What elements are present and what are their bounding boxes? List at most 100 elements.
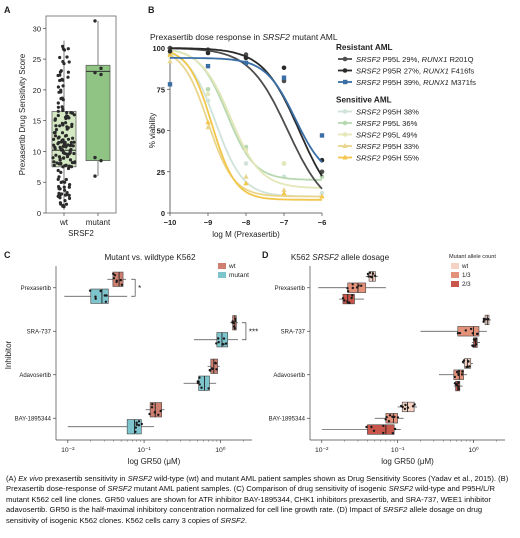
panel-b-ytick-label: 75: [157, 85, 165, 94]
panel-c-point: [198, 383, 201, 386]
panel-c-sig-bracket: [131, 278, 136, 297]
panel-a-point-wt: [59, 148, 64, 152]
panel-d-point: [373, 274, 377, 277]
panel-b-legend-label-part: F416fs: [449, 67, 475, 76]
panel-b-legend-label-part: SRSF2: [356, 154, 381, 163]
panel-b-point: [281, 75, 287, 80]
panel-d-point: [396, 416, 400, 419]
panel-a-point-wt: [56, 113, 60, 118]
panel-d-point: [403, 407, 407, 411]
panel-b-legend-label-part: SRSF2: [356, 142, 381, 151]
panel-a-point-wt: [52, 163, 56, 167]
panel-b-ytick-label: 100: [152, 44, 165, 53]
panel-d-xtick-label: 10⁻²: [315, 447, 329, 454]
panel-b-point: [281, 190, 287, 196]
panel-b-legend-label-part: SRSF2: [356, 108, 381, 117]
panel-c-point: [217, 341, 220, 344]
panel-c-point: [234, 319, 237, 323]
panel-c-xlabel: log GR50 (μM): [128, 457, 181, 466]
panel-d-xtick-label: 10⁻¹: [391, 447, 405, 454]
panel-d-point: [406, 406, 410, 409]
panel-d-point: [460, 373, 464, 376]
panel-c-point: [217, 337, 220, 340]
panel-a-point-wt: [59, 88, 63, 92]
panel-d-point: [388, 414, 392, 417]
panel-d-point: [467, 360, 470, 363]
panel-b-legend-label: SRSF2 P95H 38%: [356, 108, 419, 117]
panel-d-legend-label: 1/3: [462, 272, 471, 279]
panel-c-point: [112, 272, 115, 275]
panel-d-point: [346, 287, 349, 290]
panel-d-point: [370, 425, 373, 429]
panel-c-xtick-label: 10⁻²: [61, 447, 75, 454]
panel-c-point: [115, 280, 118, 284]
panel-d-point: [387, 420, 391, 423]
panel-a-point-wt: [61, 108, 65, 113]
panel-a-ytick-label: 15: [33, 117, 41, 126]
panel-c-point: [94, 295, 97, 298]
panel-a-point-wt: [56, 142, 60, 146]
panel-a-point-wt: [63, 140, 67, 144]
figure-caption: (A) Ex vivo prexasertib sensitivity in S…: [6, 474, 516, 526]
panel-a-point-wt: [57, 155, 62, 159]
panel-b-legend-label-part: SRSF2: [356, 119, 381, 128]
panel-b-legend-group-title: Sensitive AML: [336, 96, 392, 105]
panel-d-point: [350, 296, 353, 300]
panel-d-point: [457, 381, 460, 384]
panel-c-xtick-label: 10⁰: [215, 446, 226, 454]
panel-b-legend-label: SRSF2 P95H 39%, RUNX1 M371fs: [356, 78, 476, 87]
caption-run: allele dosage on drug sensitivity of iso…: [6, 505, 483, 525]
panel-b-title: Prexasertib dose response in SRSF2 mutan…: [150, 32, 338, 42]
panel-a-point-wt: [52, 137, 56, 141]
caption-italic-run: SRSF2: [107, 484, 132, 494]
panel-d-point: [372, 429, 376, 432]
panel-a-point-mutant: [99, 66, 103, 71]
panel-a-point-wt: [67, 164, 71, 168]
panel-b-point: [205, 50, 211, 56]
panel-c-point: [233, 327, 236, 330]
panel-a-point-wt: [68, 144, 72, 148]
panel-d-xtick-label: 10⁰: [468, 446, 479, 454]
panel-d-point: [457, 387, 461, 390]
panel-a-point-wt: [68, 158, 73, 162]
panel-b-legend-marker: [343, 79, 348, 85]
panel-a-point-wt: [66, 166, 71, 171]
panel-a-point-wt: [51, 156, 55, 160]
caption-run: .: [244, 515, 248, 525]
panel-b-point: [243, 161, 249, 166]
panel-d-title-part: SRSF2: [312, 253, 339, 262]
panel-b-title-part: SRSF2: [262, 32, 290, 42]
panel-b-curve: [169, 51, 322, 201]
panel-a-point-mutant: [93, 174, 97, 178]
panel-a-point-wt: [56, 177, 60, 181]
panel-b-point: [243, 173, 249, 179]
panel-b-legend-label-part: M371fs: [449, 78, 476, 87]
panel-c-ytick-label: Prexasertib: [21, 286, 52, 292]
panel-c-box: [149, 402, 162, 418]
panel-a-ylabel: Prexasertib Drug Sensitivity Score: [18, 53, 27, 175]
panel-b-point: [167, 82, 173, 87]
panel-c-point: [120, 283, 124, 286]
panel-d-point: [391, 432, 394, 435]
panel-b-point: [205, 124, 211, 130]
panel-a-point-wt: [63, 199, 67, 203]
panel-a-point-wt: [58, 55, 62, 60]
panel-d-title: K562 SRSF2 allele dosage: [291, 253, 390, 262]
panel-c-point: [103, 294, 107, 297]
panel-c-box: [90, 288, 109, 304]
panel-letter-b: B: [148, 5, 155, 15]
panel-a-point-wt: [60, 192, 64, 196]
panel-d-point: [482, 320, 485, 323]
panel-d-point: [457, 385, 460, 388]
panel-b-curve: [170, 47, 323, 190]
panel-d-point: [382, 424, 385, 427]
panel-c-legend-swatch: [218, 263, 226, 269]
panel-c-point: [196, 381, 200, 385]
caption-italic-run: SRSF2: [220, 515, 245, 525]
panel-a-point-wt: [56, 194, 60, 198]
panel-c-point: [231, 320, 234, 323]
panel-c-ytick-label: BAY-1895344: [15, 416, 52, 422]
panel-c-point: [157, 413, 160, 416]
caption-italic-run: Ex vivo: [18, 474, 43, 483]
panel-a-point-wt: [57, 191, 61, 195]
